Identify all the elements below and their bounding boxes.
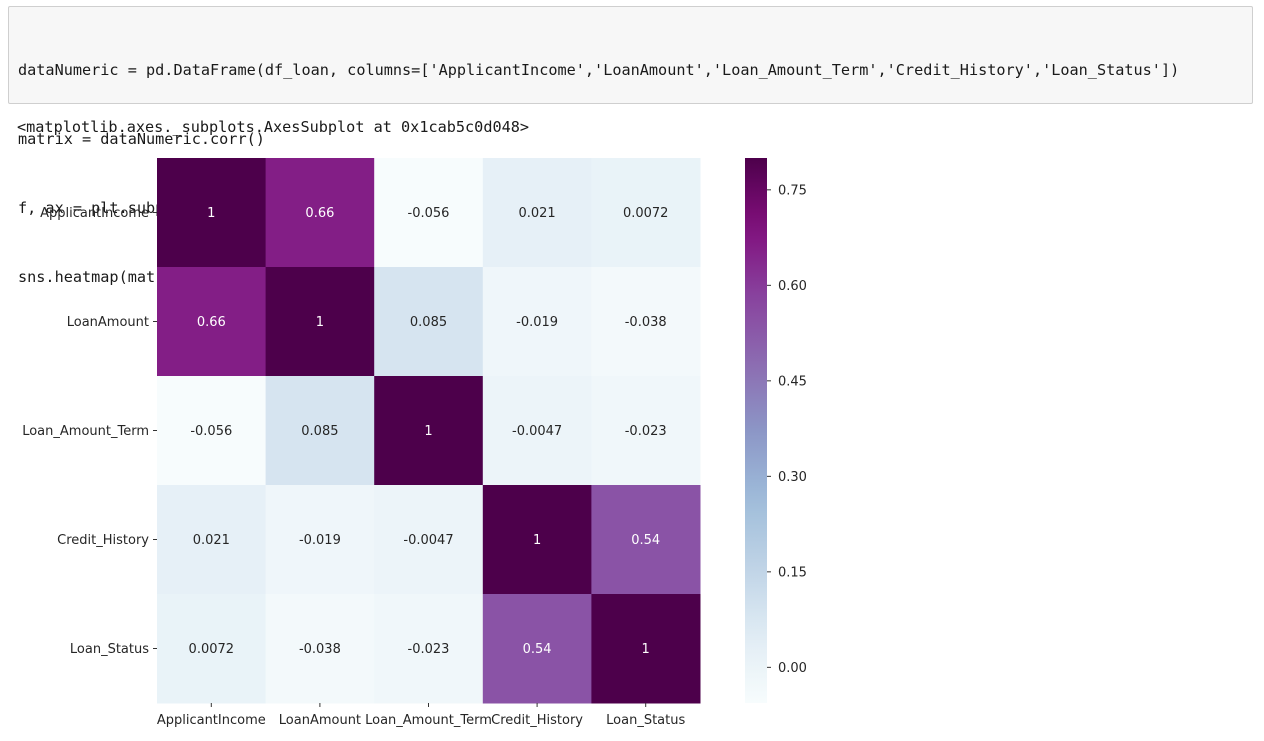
colorbar [745, 158, 767, 703]
cell-annotation: -0.038 [625, 315, 667, 330]
cell-annotation: 1 [642, 642, 650, 657]
cell-annotation: 0.021 [193, 533, 230, 548]
cell-annotation: -0.038 [299, 642, 341, 657]
heatmap-cell [591, 485, 701, 595]
x-tick-label: ApplicantIncome [157, 713, 266, 728]
heatmap-cell [482, 485, 592, 595]
heatmap-cell [157, 376, 267, 486]
cell-output-text: <matplotlib.axes._subplots.AxesSubplot a… [17, 118, 530, 136]
cell-annotation: 0.085 [301, 424, 338, 439]
colorbar-tick-label: 0.30 [778, 470, 807, 485]
heatmap-cell [482, 376, 592, 486]
heatmap-cell [157, 594, 267, 704]
cell-annotation: -0.056 [190, 424, 232, 439]
heatmap-cell [591, 594, 701, 704]
heatmap-cell [374, 594, 484, 704]
y-tick-label: Loan_Amount_Term [22, 424, 149, 439]
x-tick-label: Loan_Amount_Term [365, 713, 492, 728]
heatmap-cell [157, 485, 267, 595]
cell-annotation: -0.056 [408, 206, 450, 221]
cell-annotation: -0.019 [516, 315, 558, 330]
y-tick-label: Loan_Status [70, 642, 149, 657]
heatmap-cell [374, 158, 484, 268]
colorbar-tick-label: 0.00 [778, 661, 807, 676]
cell-annotation: 1 [207, 206, 215, 221]
cell-annotation: 0.085 [410, 315, 447, 330]
heatmap-cell [265, 376, 375, 486]
colorbar-tick-label: 0.75 [778, 183, 807, 198]
heatmap-cell [265, 485, 375, 595]
cell-annotation: 0.66 [305, 206, 334, 221]
colorbar-tick-label: 0.45 [778, 374, 807, 389]
heatmap-cell [265, 594, 375, 704]
x-tick-label: Credit_History [491, 713, 583, 728]
cell-annotation: -0.019 [299, 533, 341, 548]
cell-annotation: 0.0072 [189, 642, 235, 657]
colorbar-tick-label: 0.15 [778, 565, 807, 580]
cell-annotation: 0.54 [523, 642, 552, 657]
cell-annotation: -0.023 [408, 642, 450, 657]
heatmap-cell [591, 158, 701, 268]
x-tick-label: Loan_Status [606, 713, 685, 728]
heatmap-cell [374, 376, 484, 486]
cell-annotation: 1 [424, 424, 432, 439]
y-tick-label: ApplicantIncome [40, 206, 149, 221]
cell-annotation: -0.023 [625, 424, 667, 439]
colorbar-tick-label: 0.60 [778, 279, 807, 294]
heatmap-cell [591, 267, 701, 377]
cell-annotation: 0.66 [197, 315, 226, 330]
cell-annotation: -0.0047 [512, 424, 562, 439]
cell-annotation: 0.0072 [623, 206, 669, 221]
heatmap-cell [482, 158, 592, 268]
heatmap-cell [265, 158, 375, 268]
y-tick-label: LoanAmount [67, 315, 149, 330]
heatmap-cell [374, 267, 484, 377]
y-tick-label: Credit_History [57, 533, 149, 548]
heatmap-cell [265, 267, 375, 377]
heatmap-cell [482, 594, 592, 704]
cell-annotation: 0.54 [631, 533, 660, 548]
x-tick-label: LoanAmount [279, 713, 361, 728]
cell-annotation: 1 [316, 315, 324, 330]
heatmap-cell [157, 267, 267, 377]
cell-annotation: -0.0047 [403, 533, 453, 548]
code-line: matrix = dataNumeric.corr() [18, 130, 265, 148]
heatmap-cell [157, 158, 267, 268]
cell-annotation: 1 [533, 533, 541, 548]
cell-annotation: 0.021 [518, 206, 555, 221]
heatmap-cell [374, 485, 484, 595]
heatmap-cell [482, 267, 592, 377]
code-line: dataNumeric = pd.DataFrame(df_loan, colu… [18, 61, 1180, 79]
heatmap-cell [591, 376, 701, 486]
